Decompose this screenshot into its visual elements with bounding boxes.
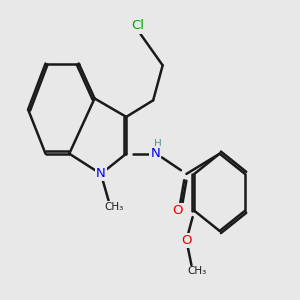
Text: O: O: [172, 204, 183, 217]
Text: N: N: [151, 147, 160, 160]
Text: Cl: Cl: [131, 20, 145, 32]
Text: N: N: [96, 167, 106, 180]
Text: H: H: [154, 139, 162, 149]
Text: CH₃: CH₃: [187, 266, 206, 277]
Text: CH₃: CH₃: [105, 202, 124, 212]
Text: O: O: [181, 234, 192, 247]
